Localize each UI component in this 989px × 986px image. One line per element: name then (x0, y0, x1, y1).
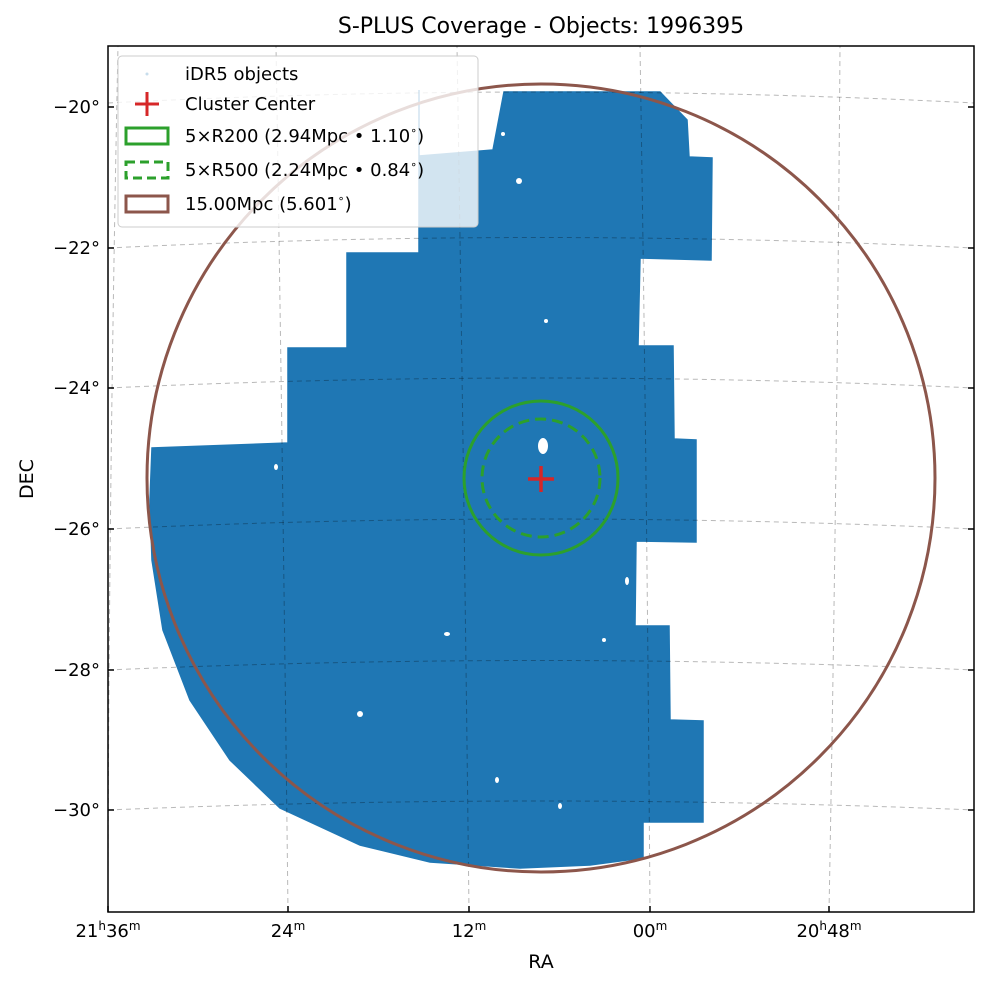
y-tick-label: −26° (53, 519, 100, 540)
grid-line-dec (107, 91, 975, 104)
grid-line-dec (107, 518, 975, 530)
y-tick-label: −22° (53, 238, 100, 259)
chart-title: S-PLUS Coverage - Objects: 1996395 (338, 14, 744, 39)
legend-label-15mpc: 15.00Mpc (5.601∘) (185, 192, 352, 215)
axes-frame (107, 45, 975, 913)
hole (558, 803, 562, 809)
y-tick-label: −28° (53, 660, 100, 681)
circle-15mpc (145, 82, 937, 874)
hole (602, 638, 606, 642)
legend-label-idr5: iDR5 objects (185, 64, 298, 85)
cluster-center-marker (528, 466, 554, 492)
grid-line-dec (107, 377, 975, 389)
grid-line-dec (107, 660, 975, 671)
legend-handle-idr5 (145, 72, 149, 76)
circle-5xr500 (480, 417, 602, 539)
legend-handle-r500 (124, 160, 170, 180)
x-axis-label: RA (528, 951, 553, 973)
grid-line-ra (828, 45, 841, 913)
x-tick-label: 00m (633, 919, 668, 942)
y-tick-label: −24° (53, 378, 100, 399)
y-tick-label: −20° (53, 97, 100, 118)
y-tick-label: −30° (53, 800, 100, 821)
y-tick-labels: −20° −22° −24° −26° −28° −30° (53, 97, 100, 821)
x-tick-label: 24m (271, 919, 306, 942)
legend-label-center: Cluster Center (185, 94, 316, 115)
hole (274, 464, 278, 470)
x-tick-label: 21h36m (75, 919, 140, 942)
legend-entry-r200: 5×R200 (2.94Mpc • 1.10∘) (124, 124, 424, 147)
hole (516, 178, 522, 184)
legend-entry-r500: 5×R500 (2.24Mpc • 0.84∘) (124, 158, 424, 181)
legend-box (117, 55, 479, 228)
x-tick-label: 20h48m (796, 919, 861, 942)
coverage-holes (274, 132, 629, 809)
hole (444, 632, 450, 636)
legend-entry-idr5: iDR5 objects (145, 64, 298, 85)
x-tick-label: 12m (452, 919, 487, 942)
hole (625, 577, 629, 585)
hole (501, 132, 505, 136)
legend-handle-center (135, 92, 159, 116)
grid-line-dec (107, 800, 975, 811)
hole (357, 711, 363, 717)
grid-line-dec (107, 237, 975, 249)
circle-5xr200 (462, 399, 620, 557)
plot-area (107, 45, 975, 913)
grid-line-ra (639, 45, 651, 913)
x-tick-labels: 21h36m 24m 12m 00m 20h48m (75, 919, 861, 942)
legend-entry-center: Cluster Center (135, 92, 316, 116)
legend-handle-r200 (124, 126, 170, 146)
legend: iDR5 objects Cluster Center 5×R200 (2.94… (117, 55, 479, 228)
hole (544, 319, 548, 323)
coverage-footprint (149, 90, 713, 869)
hole (495, 777, 499, 783)
legend-handle-15mpc (124, 194, 170, 214)
hole (538, 438, 548, 454)
legend-entry-15mpc: 15.00Mpc (5.601∘) (124, 192, 352, 215)
legend-label-r200: 5×R200 (2.94Mpc • 1.10∘) (185, 124, 424, 147)
y-axis-label: DEC (16, 459, 38, 499)
legend-label-r500: 5×R500 (2.24Mpc • 0.84∘) (185, 158, 424, 181)
